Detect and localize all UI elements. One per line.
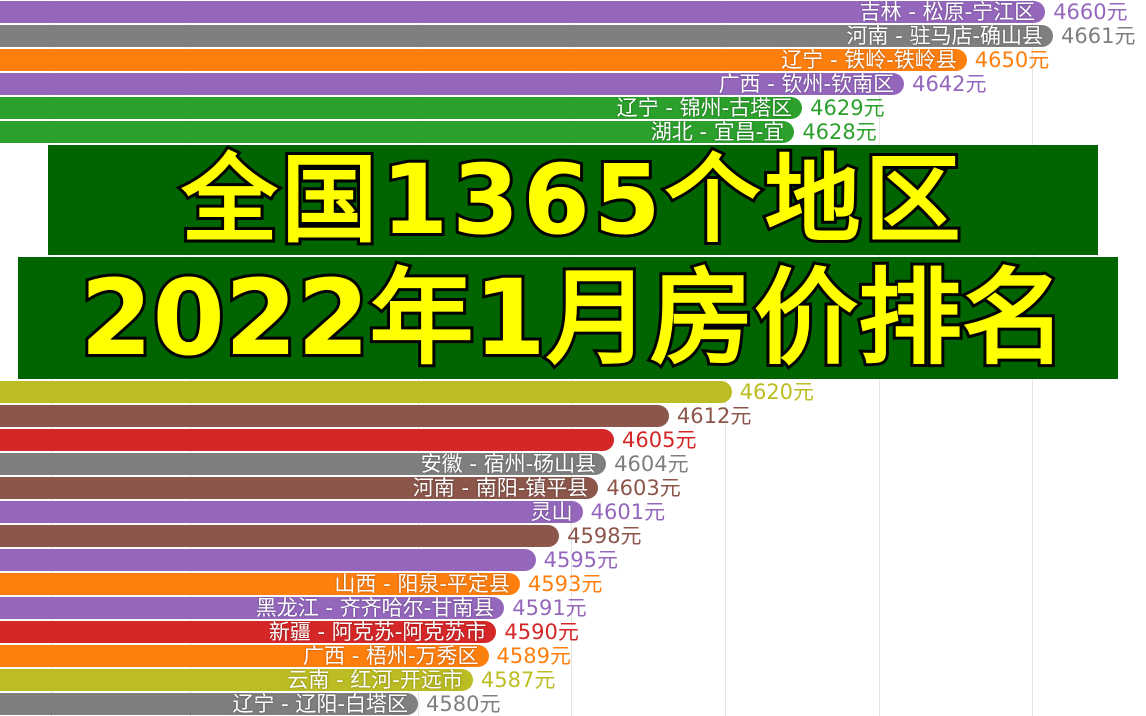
bar: [0, 381, 732, 403]
bar: 广西 - 钦州-钦南区: [0, 72, 905, 96]
bar-value: 4591元: [512, 596, 587, 620]
bar-value: 4601元: [590, 500, 666, 524]
bar-label: 安徽 - 宿州-砀山县: [420, 452, 597, 476]
bar-label: 山西 - 阳泉-平定县: [334, 572, 510, 596]
bar-label: 黑龙江 - 齐齐哈尔-甘南县: [255, 596, 495, 620]
bar-value: 4598元: [567, 524, 642, 548]
bar: 广西 - 梧州-万秀区: [0, 645, 489, 667]
bar-value: 4629元: [810, 96, 885, 120]
bar-value: 4603元: [606, 476, 681, 500]
bar-value: 4620元: [739, 380, 815, 404]
bar-label: 湖北 - 宜昌-宜: [650, 120, 785, 144]
bar: [0, 549, 536, 571]
title-band-2: [18, 257, 1118, 379]
bar-label: 广西 - 钦州-钦南区: [718, 72, 895, 96]
bar-label: 辽宁 - 辽阳-白塔区: [232, 692, 408, 716]
bar-value: 4628元: [802, 120, 877, 144]
bar-label: 新疆 - 阿克苏-阿克苏市: [268, 620, 487, 644]
bar-value: 4650元: [974, 48, 1050, 72]
title-line-2: 2022年1月房价排名: [77, 254, 1069, 382]
bar: 辽宁 - 锦州-古塔区: [0, 96, 803, 120]
title-line-1: 全国1365个地区: [178, 141, 965, 259]
bar-value: 4605元: [622, 428, 697, 452]
bar-label: 吉林 - 松原-宁江区: [859, 0, 1036, 24]
bar: 山西 - 阳泉-平定县: [0, 573, 520, 595]
bar: 吉林 - 松原-宁江区: [0, 0, 1046, 24]
bar: 河南 - 驻马店-确山县: [0, 24, 1054, 48]
bar-label: 灵山: [530, 500, 573, 524]
bar-value: 4612元: [676, 404, 752, 428]
bar-label: 辽宁 - 铁岭-铁岭县: [781, 48, 957, 72]
bar-label: 河南 - 驻马店-确山县: [846, 24, 1044, 48]
bar: 安徽 - 宿州-砀山县: [0, 452, 607, 476]
bar: 河南 - 南阳-镇平县: [0, 476, 599, 500]
bar: 云南 - 红河-开远市: [0, 669, 473, 691]
bar-value: 4595元: [543, 548, 619, 572]
bar: 新疆 - 阿克苏-阿克苏市: [0, 620, 497, 644]
bar: [0, 525, 560, 547]
bar-value: 4642元: [912, 72, 987, 96]
title-band-1: [48, 145, 1098, 255]
bar: [0, 429, 614, 451]
bar-label: 河南 - 南阳-镇平县: [412, 476, 589, 500]
bar-label: 辽宁 - 锦州-古塔区: [616, 96, 793, 120]
bar: [0, 405, 669, 427]
bar-value: 4604元: [614, 452, 689, 476]
title-row-1: 全国1365个地区: [0, 141, 1146, 259]
bar-value: 4589元: [496, 644, 571, 668]
bar: 辽宁 - 辽阳-白塔区: [0, 693, 418, 715]
title-row-2: 2022年1月房价排名: [0, 254, 1146, 382]
bar: 辽宁 - 铁岭-铁岭县: [0, 49, 967, 71]
bar-value: 4590元: [504, 620, 579, 644]
bar-label: 广西 - 梧州-万秀区: [303, 644, 479, 668]
bar-value: 4593元: [527, 572, 603, 596]
bar-value: 4580元: [426, 692, 501, 716]
bar: 灵山: [0, 501, 583, 523]
bar-label: 云南 - 红河-开远市: [287, 668, 463, 692]
bar-value: 4660元: [1053, 0, 1128, 24]
bar-value: 4661元: [1061, 24, 1136, 48]
bar: 湖北 - 宜昌-宜: [0, 120, 795, 144]
bar-value: 4587元: [480, 668, 556, 692]
bar: 黑龙江 - 齐齐哈尔-甘南县: [0, 596, 505, 620]
